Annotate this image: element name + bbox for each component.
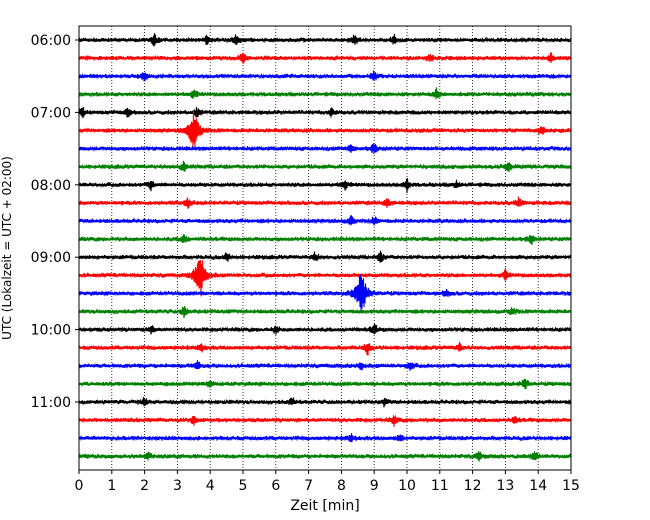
x-tick-label-14: 14 xyxy=(529,478,547,494)
x-tick-label-1: 1 xyxy=(107,478,116,494)
vertical-grid xyxy=(111,26,539,470)
trace-row-18 xyxy=(78,360,572,371)
y-axis-ticks: 06:00 07:00 08:00 09:00 10:00 11:00 xyxy=(31,33,79,411)
trace-row-16 xyxy=(78,323,572,335)
trace-row-6 xyxy=(78,143,572,155)
x-tick-label-15: 15 xyxy=(562,478,580,494)
x-tick-label-12: 12 xyxy=(464,478,482,494)
x-tick-label-5: 5 xyxy=(239,478,248,494)
x-tick-label-2: 2 xyxy=(140,478,149,494)
y-tick-label-5: 11:00 xyxy=(31,395,71,411)
trace-row-5 xyxy=(78,110,572,149)
x-tick-label-3: 3 xyxy=(173,478,182,494)
trace-row-22 xyxy=(78,433,572,443)
seismogram-traces xyxy=(78,33,572,462)
trace-row-4 xyxy=(78,106,572,119)
x-axis-title: Zeit [min] xyxy=(290,498,359,514)
trace-row-21 xyxy=(78,415,572,427)
trace-row-2 xyxy=(78,70,572,82)
x-tick-label-6: 6 xyxy=(271,478,280,494)
trace-row-8 xyxy=(78,178,572,194)
y-tick-label-0: 06:00 xyxy=(31,33,71,49)
plot-frame xyxy=(78,25,572,471)
x-tick-label-11: 11 xyxy=(431,478,449,494)
trace-row-1 xyxy=(78,52,572,65)
x-tick-label-7: 7 xyxy=(304,478,313,494)
trace-row-17 xyxy=(78,341,572,356)
trace-row-3 xyxy=(78,87,572,100)
x-tick-label-10: 10 xyxy=(398,478,416,494)
y-tick-label-3: 09:00 xyxy=(31,250,71,266)
y-tick-label-2: 08:00 xyxy=(31,178,71,194)
trace-row-14 xyxy=(78,274,572,312)
x-axis-ticks: 0 1 2 3 4 5 6 7 8 9 10 11 12 13 14 15 xyxy=(75,470,580,494)
trace-row-12 xyxy=(78,250,572,263)
trace-row-10 xyxy=(78,215,572,226)
trace-row-0 xyxy=(78,33,572,47)
x-tick-label-8: 8 xyxy=(337,478,346,494)
trace-row-23 xyxy=(78,451,572,462)
x-tick-label-13: 13 xyxy=(496,478,514,494)
trace-row-15 xyxy=(78,306,572,319)
y-tick-label-1: 07:00 xyxy=(31,105,71,121)
x-tick-label-9: 9 xyxy=(370,478,379,494)
x-tick-label-4: 4 xyxy=(206,478,215,494)
trace-row-19 xyxy=(78,378,572,390)
y-axis-title: UTC (Lokalzeit = UTC + 02:00) xyxy=(0,156,14,340)
trace-row-13 xyxy=(78,260,572,297)
y-tick-label-4: 10:00 xyxy=(31,323,71,339)
trace-row-11 xyxy=(78,234,572,246)
trace-row-9 xyxy=(78,196,572,209)
trace-row-7 xyxy=(78,160,572,173)
trace-row-20 xyxy=(78,397,572,408)
x-tick-label-0: 0 xyxy=(75,478,84,494)
